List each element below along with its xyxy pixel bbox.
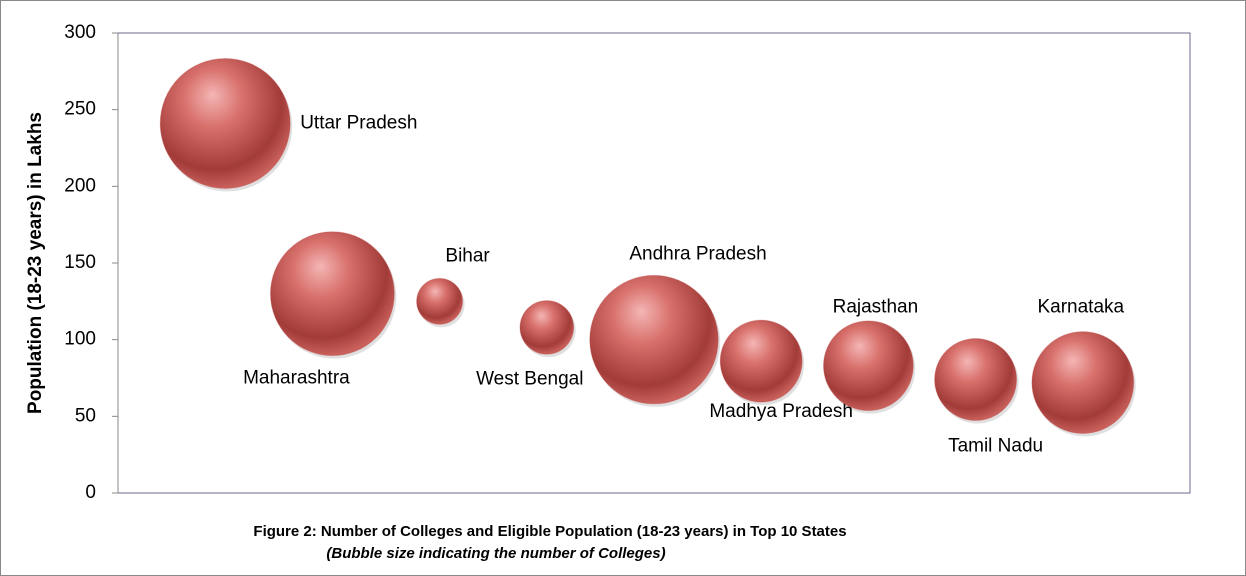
y-tick-label: 300 [64,22,96,43]
bubble-label: West Bengal [476,368,583,389]
bubble-label: Andhra Pradesh [629,244,766,265]
y-tick-label: 100 [64,329,96,350]
y-tick-label: 200 [64,175,96,196]
caption-subtitle: (Bubble size indicating the number of Co… [326,545,665,562]
bubble [519,300,575,355]
bubble [822,320,914,412]
bubble [416,277,464,325]
bubble [934,338,1018,422]
bubble [1031,331,1135,435]
y-axis-title: Population (18-23 years) in Lakhs [25,112,46,414]
bubble-label: Karnataka [1037,297,1124,318]
caption-title: Figure 2: Number of Colleges and Eligibl… [253,523,846,540]
bubble-label: Maharashtra [243,368,350,389]
y-tick-label: 250 [64,99,96,120]
bubble-label: Bihar [445,245,490,266]
bubble [589,274,719,405]
y-tick-label: 0 [85,482,96,503]
bubble-label: Rajasthan [833,297,919,318]
y-tick-label: 150 [64,252,96,273]
bubble-label: Uttar Pradesh [300,112,417,133]
bubble [269,231,395,357]
bubble-label: Madhya Pradesh [709,401,853,422]
y-tick-label: 50 [75,405,96,426]
bubble [159,57,291,189]
bubble-label: Tamil Nadu [948,436,1043,457]
bubble [719,319,803,403]
